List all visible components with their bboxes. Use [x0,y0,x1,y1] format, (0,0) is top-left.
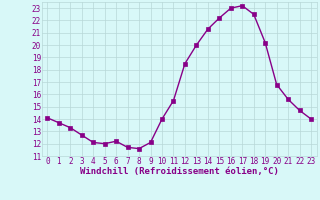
X-axis label: Windchill (Refroidissement éolien,°C): Windchill (Refroidissement éolien,°C) [80,167,279,176]
